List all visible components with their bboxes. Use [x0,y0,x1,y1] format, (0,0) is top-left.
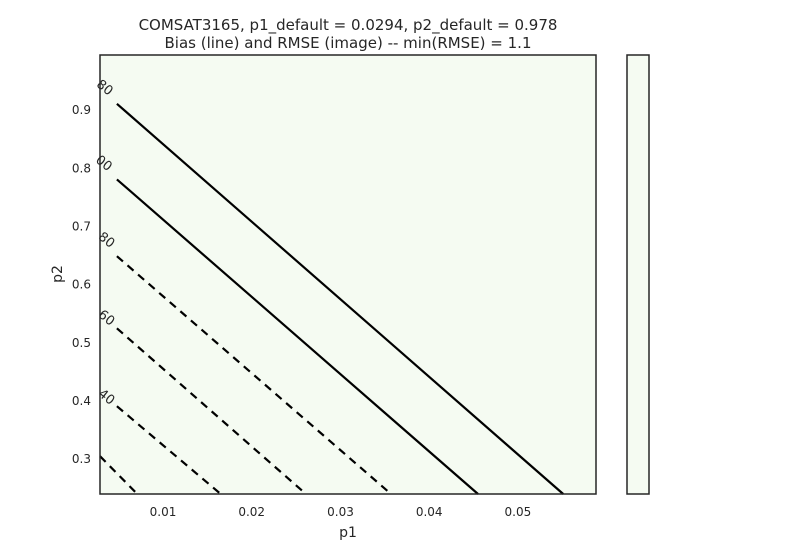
plot-frame [99,54,597,495]
y-tick-layer: 0.3 0.4 0.5 0.6 0.7 0.8 0.9 [72,103,91,466]
x-axis-label: p1 [339,525,357,541]
x-tick-label: 0.04 [416,505,443,519]
y-tick-label: 0.6 [72,278,91,292]
y-axis-label: p2 [50,265,66,283]
colorbar [626,54,650,495]
rmse-image [100,55,596,494]
chart-title: COMSAT3165, p1_default = 0.0294, p2_defa… [139,16,558,35]
x-tick-label: 0.05 [505,505,532,519]
y-tick-label: 0.7 [72,220,91,234]
contour-line-2 [116,405,222,495]
x-tick-label: 0.01 [150,505,177,519]
y-tick-label: 0.9 [72,103,91,117]
x-tick-layer: 0.01 0.02 0.03 0.04 0.05 [150,505,532,519]
contour-line-6 [116,102,564,495]
contour-line-5 [116,178,479,495]
chart-subtitle: Bias (line) and RMSE (image) -- min(RMSE… [165,34,532,52]
x-tick-label: 0.03 [327,505,354,519]
y-tick-label: 0.4 [72,394,91,408]
y-tick-label: 0.8 [72,161,91,175]
y-tick-label: 0.5 [72,336,91,350]
x-tick-label: 0.02 [238,505,265,519]
contour-line-1 [99,455,139,495]
contour-line-4 [116,255,392,495]
y-tick-label: 0.3 [72,452,91,466]
contour-layer [99,102,564,495]
